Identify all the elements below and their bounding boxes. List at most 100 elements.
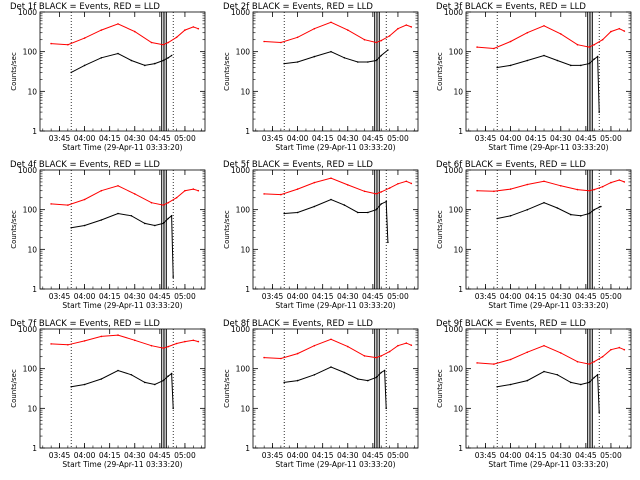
lld-point (380, 39, 383, 42)
lld-point (263, 193, 265, 195)
events-point (83, 383, 86, 386)
lld-point (313, 344, 316, 347)
lld-point (347, 29, 349, 31)
events-point (496, 217, 499, 220)
y-tick-label: 100 (23, 365, 38, 374)
lld-point (543, 25, 545, 27)
plot-frame (39, 169, 206, 290)
x-tick-label: 05:00 (387, 292, 409, 301)
x-tick-label: 04:00 (287, 451, 309, 460)
lld-point (526, 31, 529, 34)
x-tick-label: 04:00 (74, 292, 96, 301)
x-axis-label: Start Time (29-Apr-11 03:33:20) (488, 460, 608, 469)
y-tick-label: 1 (245, 444, 250, 453)
lld-point (67, 43, 69, 46)
x-tick-label: 04:00 (500, 451, 522, 460)
x-tick-label: 05:00 (174, 134, 196, 143)
lld-point (117, 334, 119, 336)
x-tick-label: 04:00 (287, 134, 309, 143)
y-tick-label: 10 (453, 87, 463, 96)
events-point (543, 370, 545, 373)
chart-title: Det 7f BLACK = Events, RED = LLD (10, 319, 160, 329)
x-tick-label: 04:45 (575, 451, 597, 460)
y-tick-label: 100 (449, 206, 464, 215)
lld-point (493, 363, 495, 365)
lld-point (263, 40, 265, 43)
events-point (130, 59, 133, 62)
x-tick-label: 04:15 (99, 451, 121, 460)
lld-point (167, 345, 169, 348)
lld-point (197, 340, 200, 343)
events-point (162, 379, 164, 382)
lld-point (280, 357, 282, 360)
lld-point (83, 198, 86, 201)
x-axis-label: Start Time (29-Apr-11 03:33:20) (488, 143, 608, 152)
lld-point (100, 29, 103, 31)
events-point (357, 378, 359, 380)
x-tick-label: 03:45 (475, 451, 497, 460)
lld-point (380, 191, 383, 193)
events-series-line (497, 54, 600, 113)
lld-point (593, 188, 595, 191)
lld-point (296, 352, 299, 355)
events-point (167, 217, 169, 220)
chart-title: Det 8f BLACK = Events, RED = LLD (223, 319, 373, 329)
x-tick-label: 04:15 (312, 451, 334, 460)
lld-point (134, 339, 136, 342)
lld-point (476, 362, 478, 364)
lld-point (363, 190, 366, 193)
lld-point (134, 30, 136, 33)
events-point (556, 374, 559, 376)
events-point (367, 379, 369, 382)
events-point (509, 64, 512, 67)
lld-point (296, 188, 299, 190)
lld-point (184, 340, 186, 343)
lld-point (375, 356, 378, 359)
events-point (130, 215, 133, 217)
events-point (343, 204, 346, 206)
chart-panel-5: Det 5f BLACK = Events, RED = LLD 1 10 100 10… (223, 160, 419, 310)
x-tick-label: 04:45 (362, 292, 384, 301)
events-point (167, 57, 169, 59)
lld-point (601, 185, 604, 188)
events-point (144, 381, 146, 384)
lld-point (588, 46, 590, 48)
lld-point (100, 335, 103, 338)
events-point (117, 212, 119, 215)
y-tick-label: 10 (453, 245, 463, 254)
x-axis-label: Start Time (29-Apr-11 03:33:20) (62, 460, 182, 469)
lld-point (100, 189, 103, 192)
lld-point (280, 41, 282, 44)
events-point (580, 383, 582, 386)
lld-point (618, 346, 621, 349)
x-axis-label: Start Time (29-Apr-11 03:33:20) (275, 143, 395, 152)
lld-point (50, 42, 52, 45)
x-tick-label: 04:15 (99, 292, 121, 301)
lld-point (560, 185, 562, 187)
x-tick-label: 05:00 (600, 292, 622, 301)
events-point (313, 205, 316, 208)
events-point (367, 211, 369, 214)
lld-point (162, 43, 164, 46)
x-tick-label: 04:15 (99, 134, 121, 143)
events-point (375, 376, 378, 379)
y-tick-label: 100 (236, 206, 251, 215)
lld-point (347, 345, 349, 348)
lld-point (67, 204, 69, 206)
events-series-line (71, 369, 174, 409)
lld-point (175, 196, 178, 199)
lld-point (83, 37, 86, 39)
events-point (357, 211, 359, 214)
y-tick-label: 10 (240, 87, 250, 96)
lld-point (192, 188, 195, 190)
plot-frame (39, 328, 206, 449)
lld-series-line (477, 345, 625, 365)
chart-panel-7: Det 7f BLACK = Events, RED = LLD 1 10 100 10… (10, 319, 206, 469)
events-point (167, 375, 169, 377)
x-tick-label: 04:30 (124, 451, 146, 460)
events-point (100, 219, 103, 221)
events-point (556, 59, 559, 62)
lld-point (363, 38, 366, 41)
events-point (588, 381, 590, 384)
